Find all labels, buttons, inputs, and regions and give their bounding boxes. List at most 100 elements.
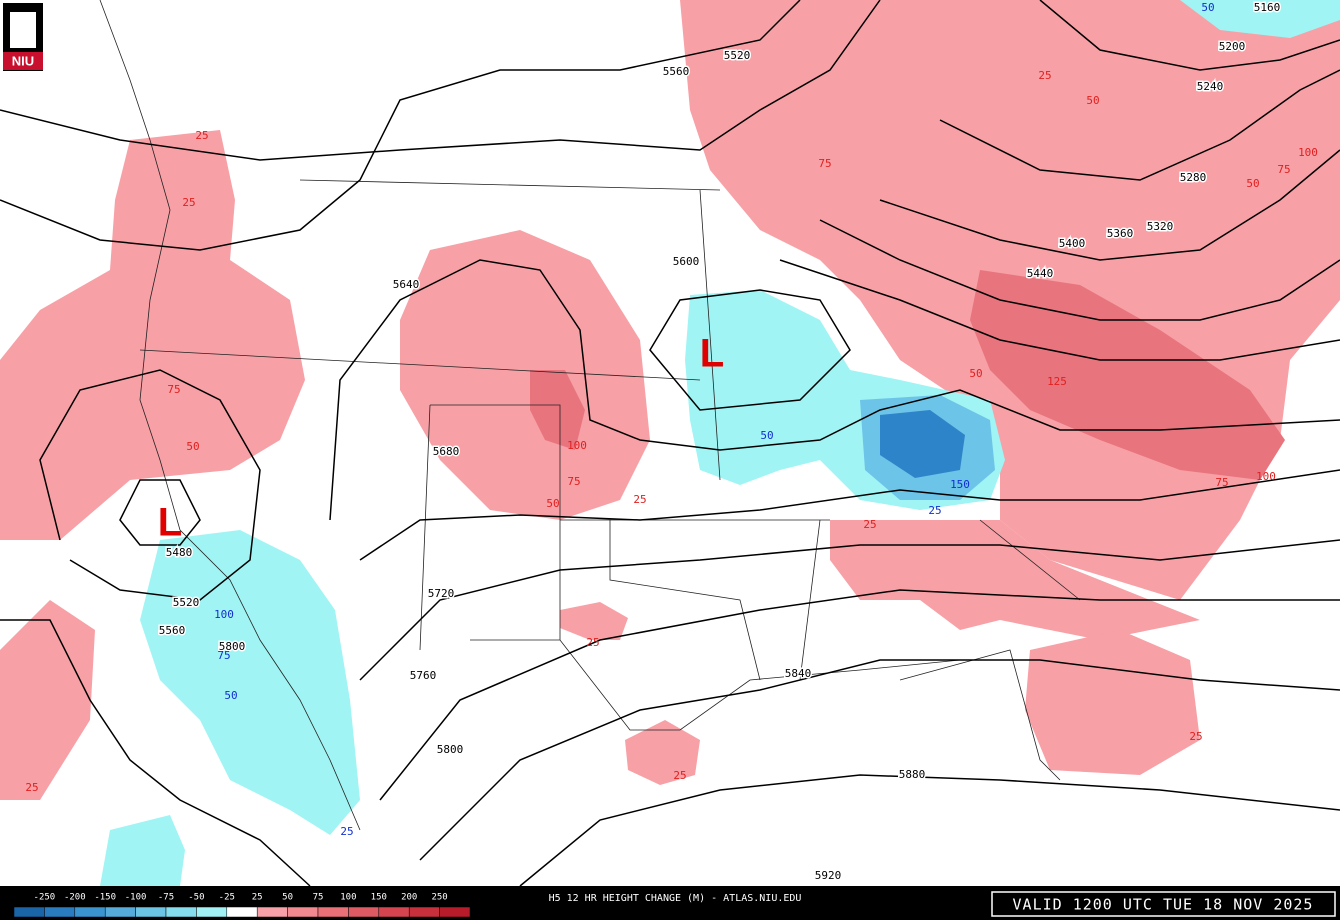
height-label: 5720 xyxy=(428,587,455,600)
rise-label: 25 xyxy=(673,769,686,782)
rise-label: 25 xyxy=(195,129,208,142)
rise-label: 50 xyxy=(546,497,559,510)
height-contour xyxy=(0,0,881,161)
rise-label: 75 xyxy=(1215,476,1228,489)
height-contour xyxy=(0,619,311,887)
height-contour xyxy=(879,149,1340,261)
rise-label: 25 xyxy=(25,781,38,794)
rise-label: 25 xyxy=(1038,69,1051,82)
fall-area xyxy=(1180,0,1340,38)
height-contours xyxy=(0,0,1340,887)
legend-label: -50 xyxy=(188,893,204,903)
legend-swatch xyxy=(165,906,197,918)
legend-swatch xyxy=(135,906,167,918)
height-label: 5520 xyxy=(724,49,751,62)
valid-box xyxy=(991,891,1336,917)
legend-swatch xyxy=(408,906,440,918)
rise-label: 25 xyxy=(863,518,876,531)
height-label: 5800 xyxy=(219,640,246,653)
height-contour xyxy=(519,774,1340,887)
height-label: 5520 xyxy=(173,596,200,609)
height-contour xyxy=(419,659,1340,861)
fall-area xyxy=(140,530,360,835)
strong-rise-area xyxy=(530,370,585,450)
legend-swatch xyxy=(378,906,410,918)
height-label: 5160 xyxy=(1254,1,1281,14)
height-label: 5880 xyxy=(899,768,926,781)
fall-label: 50 xyxy=(1201,1,1214,14)
fall-label: 25 xyxy=(340,825,353,838)
legend-label: 150 xyxy=(371,893,387,903)
rise-label: 50 xyxy=(969,367,982,380)
legend-label: 100 xyxy=(340,893,356,903)
height-label: 5240 xyxy=(1197,80,1224,93)
height-label: 5840 xyxy=(785,667,812,680)
logo-band xyxy=(3,52,43,70)
fall-label: 50 xyxy=(224,689,237,702)
rise-label: 75 xyxy=(167,383,180,396)
legend-swatch xyxy=(13,906,45,918)
logo-text: NIU xyxy=(12,53,34,68)
valid-time: VALID 1200 UTC TUE 18 NOV 2025 xyxy=(1013,896,1314,914)
fall-label: 75 xyxy=(217,649,230,662)
height-contour xyxy=(819,219,1340,321)
height-contour xyxy=(119,479,201,546)
legend-label: -100 xyxy=(125,893,147,903)
rise-area xyxy=(1025,630,1200,775)
legend-label: -75 xyxy=(158,893,174,903)
strong-fall-area xyxy=(880,410,965,478)
height-contour xyxy=(359,539,1340,681)
rise-label: 25 xyxy=(633,493,646,506)
height-label: 5480 xyxy=(166,546,193,559)
legend-swatch xyxy=(348,906,380,918)
fall-area xyxy=(100,815,185,886)
height-contour xyxy=(329,259,1340,521)
rise-label: 100 xyxy=(1256,470,1276,483)
height-label: 5640 xyxy=(393,278,420,291)
height-label: 5280 xyxy=(1180,171,1207,184)
rise-label: 50 xyxy=(186,440,199,453)
gulf-border xyxy=(470,639,961,731)
legend-label: -200 xyxy=(64,893,86,903)
rise-label: 75 xyxy=(1277,163,1290,176)
rise-label: 50 xyxy=(1246,177,1259,190)
rise-label: 100 xyxy=(1298,146,1318,159)
legend-swatch xyxy=(226,906,258,918)
legend-swatch xyxy=(317,906,349,918)
height-label: 5560 xyxy=(663,65,690,78)
height-contour xyxy=(779,259,1340,361)
rise-area xyxy=(560,602,628,640)
rise-label: 50 xyxy=(1086,94,1099,107)
geography xyxy=(99,0,1081,831)
legend-swatch xyxy=(196,906,228,918)
rise-area xyxy=(625,720,700,785)
height-contour xyxy=(359,469,1340,561)
strong-fall-areas xyxy=(860,395,995,500)
legend-swatch xyxy=(439,906,471,918)
legend-label: 250 xyxy=(431,893,447,903)
fall-label: 100 xyxy=(214,608,234,621)
legend-label: -25 xyxy=(219,893,235,903)
coastline xyxy=(99,0,361,831)
fall-label: 150 xyxy=(950,478,970,491)
height-label: 5320 xyxy=(1147,220,1174,233)
fall-label: 25 xyxy=(928,504,941,517)
legend-swatch xyxy=(104,906,136,918)
niu-logo: NIU xyxy=(3,3,43,71)
rise-label: 25 xyxy=(1189,730,1202,743)
height-label: 5920 xyxy=(815,869,842,882)
height-label: 5200 xyxy=(1219,40,1246,53)
height-contour xyxy=(939,69,1340,181)
legend-label: 50 xyxy=(282,893,293,903)
rise-label: 75 xyxy=(567,475,580,488)
legend-label: -150 xyxy=(94,893,116,903)
legend-swatch xyxy=(74,906,106,918)
height-label: 5400 xyxy=(1059,237,1086,250)
state-border xyxy=(139,179,1081,781)
rise-area xyxy=(830,520,1200,640)
fall-label: 50 xyxy=(760,429,773,442)
legend-swatch xyxy=(287,906,319,918)
rise-area xyxy=(0,600,95,800)
height-label: 5560 xyxy=(159,624,186,637)
